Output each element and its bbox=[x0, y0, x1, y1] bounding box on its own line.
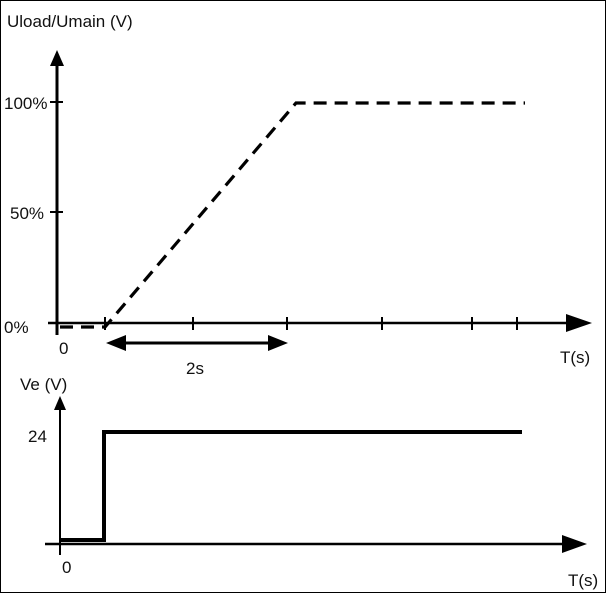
bottom-x-axis-arrow bbox=[562, 535, 587, 553]
tick-label-0: 0% bbox=[4, 318, 29, 337]
tick-label-100: 100% bbox=[4, 94, 47, 113]
control-signal-step bbox=[60, 430, 522, 542]
bottom-panel: Ve (V) 24 0 T(s) bbox=[20, 375, 598, 590]
bottom-y-axis-label: Ve (V) bbox=[20, 375, 67, 394]
top-y-axis-arrow bbox=[50, 50, 64, 66]
top-x-axis-arrow bbox=[566, 314, 592, 332]
bottom-y-axis-arrow bbox=[54, 396, 66, 410]
voltage-ramp-curve bbox=[60, 101, 525, 329]
ramp-duration-arrow bbox=[106, 335, 288, 351]
tick-label-50: 50% bbox=[10, 204, 44, 223]
top-y-ticks bbox=[50, 101, 63, 213]
bottom-origin-label: 0 bbox=[62, 558, 71, 577]
top-panel: Uload/Umain (V) 100% 50% 0% 0 T(s) 2s bbox=[4, 12, 592, 378]
top-x-axis-label: T(s) bbox=[560, 348, 590, 367]
bottom-x-axis-label: T(s) bbox=[568, 571, 598, 590]
top-origin-label: 0 bbox=[59, 339, 68, 358]
ramp-duration-label: 2s bbox=[186, 359, 204, 378]
tick-label-24: 24 bbox=[28, 427, 47, 446]
top-y-axis-label: Uload/Umain (V) bbox=[7, 12, 133, 31]
